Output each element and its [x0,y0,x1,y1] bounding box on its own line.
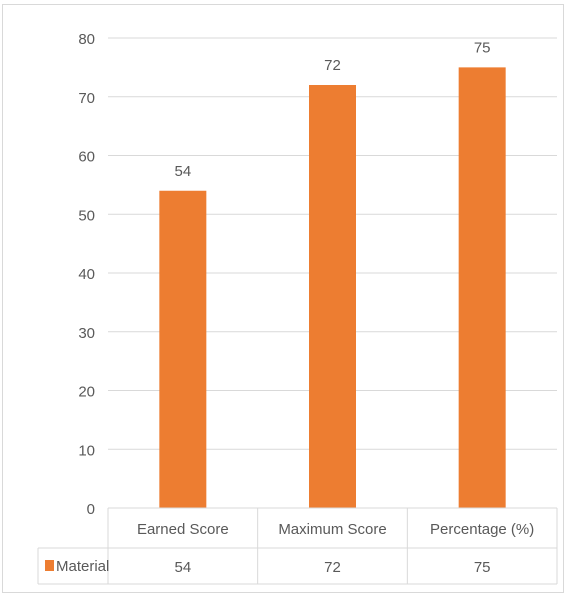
table-value: 75 [474,559,491,576]
legend-swatch [45,560,54,571]
y-tick-label: 80 [78,31,95,48]
bar [309,85,356,508]
data-label: 72 [324,57,341,74]
y-tick-label: 20 [78,384,95,401]
table-value: 54 [174,559,191,576]
series-name: Material [56,558,109,575]
y-tick-label: 40 [78,266,95,283]
category-label: Maximum Score [278,521,386,538]
category-label: Percentage (%) [430,521,534,538]
y-tick-label: 0 [87,501,95,518]
bar [159,190,207,508]
y-tick-label: 30 [78,325,95,342]
table-value: 72 [324,559,341,576]
category-label: Earned Score [137,521,229,538]
data-label: 75 [474,39,491,56]
y-tick-label: 10 [78,442,95,459]
y-tick-label: 50 [78,207,95,224]
y-tick-label: 70 [78,90,95,107]
y-tick-label: 60 [78,149,95,166]
data-label: 54 [174,163,191,180]
bar [458,67,506,508]
